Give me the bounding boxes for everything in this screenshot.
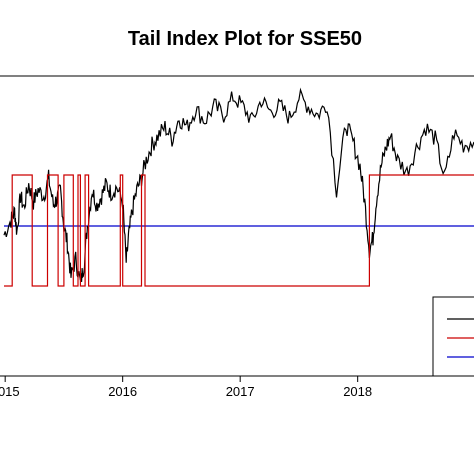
series-line-1 <box>4 174 474 287</box>
x-tick-label: 2018 <box>343 384 372 399</box>
series-line-0 <box>3 87 474 282</box>
page-title: Tail Index Plot for SSE50 <box>127 28 363 50</box>
x-tick-label: 2015 <box>0 384 20 399</box>
legend-box <box>432 296 474 377</box>
x-axis: 2015 2016 2017 2018 <box>0 376 372 399</box>
plot-frame <box>0 75 474 377</box>
x-tick-label: 2016 <box>108 384 137 399</box>
legend <box>432 296 474 377</box>
series-layer <box>3 87 474 287</box>
x-tick-label: 2017 <box>226 384 255 399</box>
